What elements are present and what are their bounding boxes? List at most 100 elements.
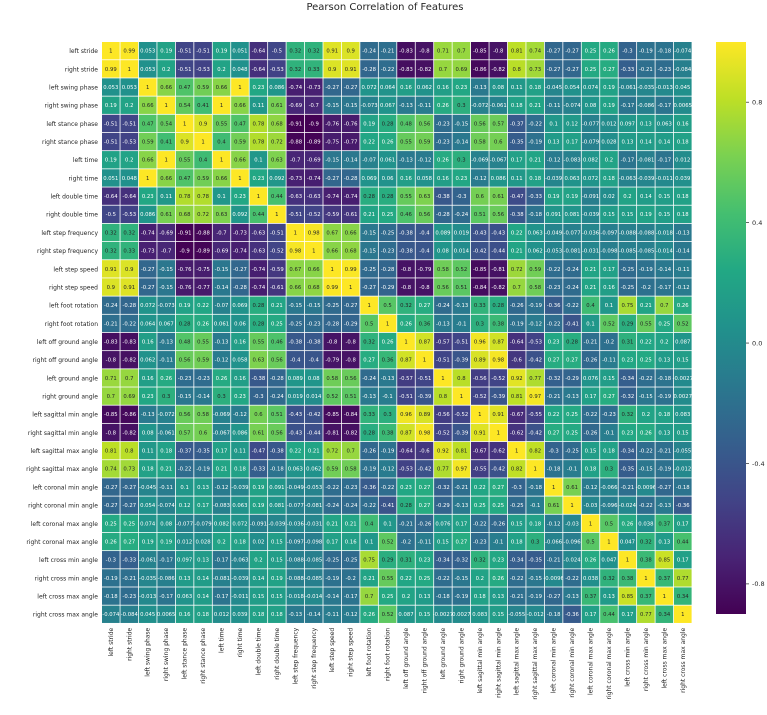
- heatmap-cell-value: -0.22: [565, 303, 579, 309]
- heatmap-cell-value: 0.52: [382, 612, 394, 618]
- heatmap-cell: [120, 369, 139, 387]
- heatmap-cell: [194, 42, 212, 60]
- heatmap-cell-value: -0.27: [344, 303, 358, 309]
- heatmap-cell-value: -0.086: [158, 576, 176, 582]
- heatmap-cell-value: 0.14: [640, 139, 652, 145]
- y-tick-label: right cross max angle: [33, 612, 98, 619]
- heatmap-cell: [323, 460, 342, 478]
- heatmap-cell: [452, 587, 471, 605]
- heatmap-cell-value: 0.076: [435, 521, 451, 527]
- heatmap-cell: [304, 569, 323, 587]
- heatmap-cell-value: 1: [164, 158, 167, 164]
- heatmap-cell: [434, 132, 452, 151]
- heatmap-cell: [157, 78, 175, 96]
- heatmap-cell: [600, 78, 618, 96]
- heatmap-cell-value: 0.18: [271, 612, 283, 618]
- heatmap-cell: [360, 369, 378, 387]
- heatmap-cell: [618, 187, 637, 205]
- heatmap-cell: [489, 114, 508, 133]
- heatmap-cell-value: -0.13: [473, 85, 487, 91]
- heatmap-cell-value: 0.27: [603, 394, 615, 400]
- heatmap-cell-value: 0.11: [511, 85, 523, 91]
- heatmap-cell: [397, 532, 415, 551]
- heatmap-cell-value: -0.035: [139, 576, 156, 582]
- heatmap-cell: [249, 514, 268, 533]
- heatmap-cell-value: -0.17: [159, 558, 173, 564]
- heatmap-cell-value: -0.81: [325, 430, 339, 436]
- heatmap-cell: [138, 78, 157, 96]
- heatmap-cell: [618, 151, 637, 169]
- heatmap-cell-value: 0.012: [601, 121, 616, 127]
- heatmap-cell: [655, 532, 674, 551]
- heatmap-cell-value: 0.18: [529, 176, 541, 182]
- heatmap-cell-value: -0.82: [418, 67, 432, 73]
- heatmap-cell-value: -0.42: [473, 249, 487, 255]
- heatmap-cell: [268, 587, 286, 605]
- x-tick-label: right foot rotation: [385, 628, 392, 681]
- heatmap-cell-value: -0.077: [287, 503, 304, 509]
- heatmap-cell: [286, 478, 305, 496]
- heatmap-cell-value: 0.062: [306, 467, 321, 473]
- heatmap-cell-value: 0.52: [603, 321, 615, 327]
- heatmap-cell: [231, 296, 249, 314]
- heatmap-cell-value: 0.85: [622, 594, 634, 600]
- heatmap-cell-value: -0.73: [288, 176, 302, 182]
- heatmap-cell: [618, 332, 637, 351]
- heatmap-cell: [360, 296, 378, 314]
- heatmap-cell-value: -0.77: [344, 139, 358, 145]
- heatmap-cell: [415, 587, 434, 605]
- heatmap-cell: [194, 132, 212, 151]
- heatmap-cell-value: 0.33: [123, 249, 135, 255]
- heatmap-cell: [471, 278, 489, 296]
- heatmap-cell-value: -0.89: [196, 249, 210, 255]
- heatmap-cell: [507, 314, 526, 333]
- heatmap-cell: [600, 460, 618, 478]
- heatmap-cell: [102, 605, 120, 623]
- heatmap-cell: [581, 369, 600, 387]
- heatmap-cell: [212, 532, 231, 551]
- heatmap-cell: [268, 405, 286, 423]
- heatmap-cell: [323, 351, 342, 369]
- heatmap-cell: [138, 496, 157, 514]
- heatmap-cell-value: 0.25: [419, 576, 431, 582]
- heatmap-cell: [434, 569, 452, 587]
- heatmap-cell-value: 0.18: [603, 449, 615, 455]
- heatmap-cell: [471, 605, 489, 623]
- heatmap-cell-value: -0.067: [213, 430, 230, 436]
- heatmap-cell: [415, 132, 434, 151]
- heatmap-cell: [507, 514, 526, 533]
- heatmap-cell: [212, 569, 231, 587]
- heatmap-cell: [600, 478, 618, 496]
- heatmap-cell-value: 0.75: [363, 558, 375, 564]
- heatmap-cell: [286, 532, 305, 551]
- heatmap-cell-value: -0.17: [657, 103, 671, 109]
- heatmap-cell-value: 0.13: [548, 139, 560, 145]
- heatmap-cell-value: 0.16: [437, 85, 449, 91]
- heatmap-cell: [600, 151, 618, 169]
- heatmap-cell-value: -0.091: [250, 521, 267, 527]
- heatmap-cell-value: -0.036: [582, 230, 600, 236]
- heatmap-cell-value: 0.1: [549, 121, 557, 127]
- x-tick-label: right ground angle: [458, 627, 465, 683]
- heatmap-cell: [563, 96, 581, 114]
- heatmap-cell: [581, 78, 600, 96]
- heatmap-cell: [563, 296, 581, 314]
- heatmap-cell: [489, 551, 508, 569]
- heatmap-cell: [102, 205, 120, 223]
- heatmap-cell: [471, 78, 489, 96]
- heatmap-cell: [452, 114, 471, 133]
- heatmap-cell-value: 0.048: [232, 67, 248, 73]
- heatmap-cell: [231, 332, 249, 351]
- x-tick-label: right stance phase: [200, 627, 207, 683]
- heatmap-cell-value: -0.44: [491, 249, 505, 255]
- heatmap-cell-value: 0.59: [197, 176, 209, 182]
- heatmap-cell: [637, 205, 655, 223]
- heatmap-cell-value: 0.56: [474, 121, 486, 127]
- heatmap-cell-value: 0.23: [419, 558, 431, 564]
- heatmap-cell-value: -0.045: [139, 485, 156, 491]
- heatmap-cell: [673, 60, 692, 78]
- heatmap-cell: [249, 260, 268, 278]
- heatmap-cell: [489, 532, 508, 551]
- heatmap-cell: [526, 587, 544, 605]
- heatmap-cell: [120, 405, 139, 423]
